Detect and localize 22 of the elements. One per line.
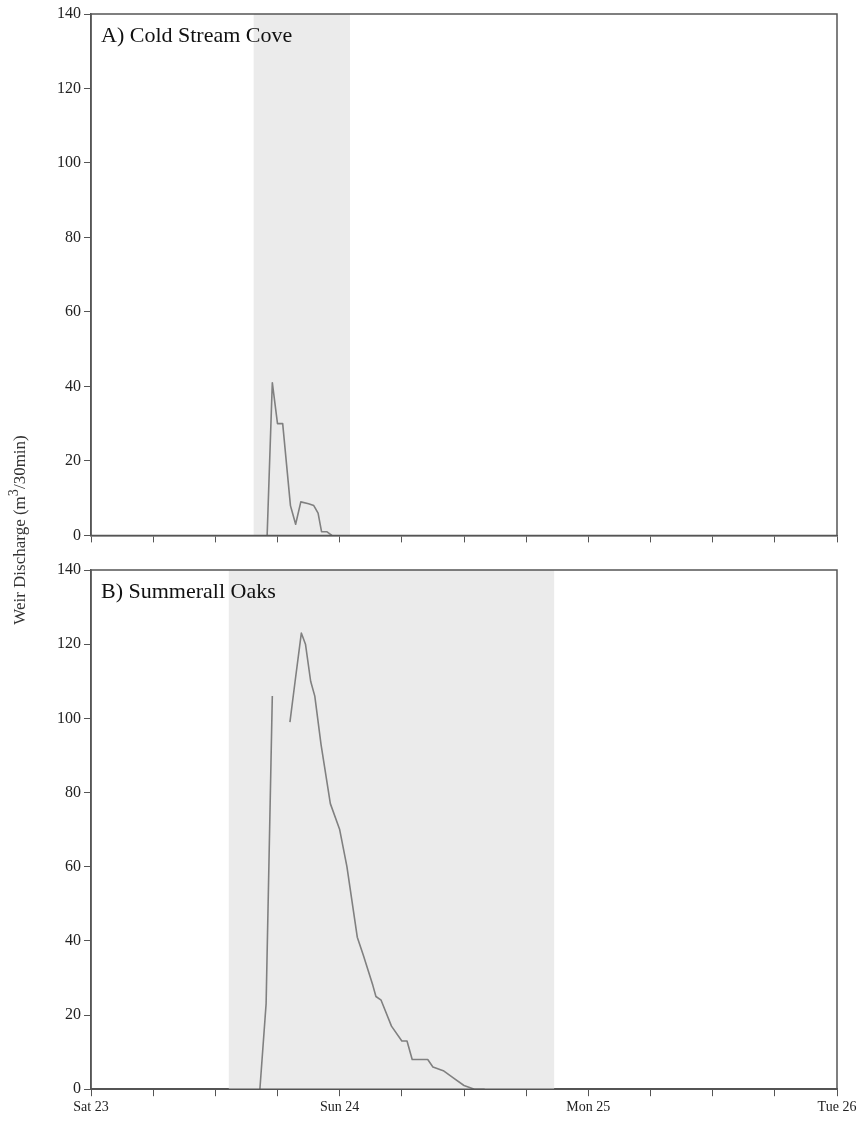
- y-tick-label: 120: [57, 78, 81, 96]
- y-tick-label: 120: [57, 634, 81, 652]
- chart-title: A) Cold Stream Cove: [101, 21, 293, 47]
- chart-title: B) Summerall Oaks: [101, 577, 276, 603]
- y-tick-label: 140: [57, 560, 81, 578]
- y-tick-label: 40: [65, 376, 81, 394]
- y-tick-label: 80: [65, 227, 81, 245]
- y-tick-label: 60: [65, 856, 81, 874]
- x-tick-label: Mon 25: [566, 1099, 611, 1115]
- y-tick-label: 20: [65, 1005, 81, 1023]
- y-tick-label: 40: [65, 931, 81, 949]
- y-tick-label: 80: [65, 782, 81, 800]
- y-tick-label: 140: [57, 4, 81, 22]
- y-tick-label: 100: [57, 153, 81, 171]
- y-tick-label: 0: [73, 525, 81, 543]
- x-tick-label: Tue 26: [817, 1099, 857, 1115]
- x-tick-label: Sun 24: [320, 1099, 360, 1115]
- y-tick-label: 100: [57, 708, 81, 726]
- y-tick-label: 20: [65, 451, 81, 469]
- y-tick-label: 0: [73, 1079, 81, 1097]
- y-tick-label: 60: [65, 302, 81, 320]
- x-tick-label: Sat 23: [73, 1099, 109, 1115]
